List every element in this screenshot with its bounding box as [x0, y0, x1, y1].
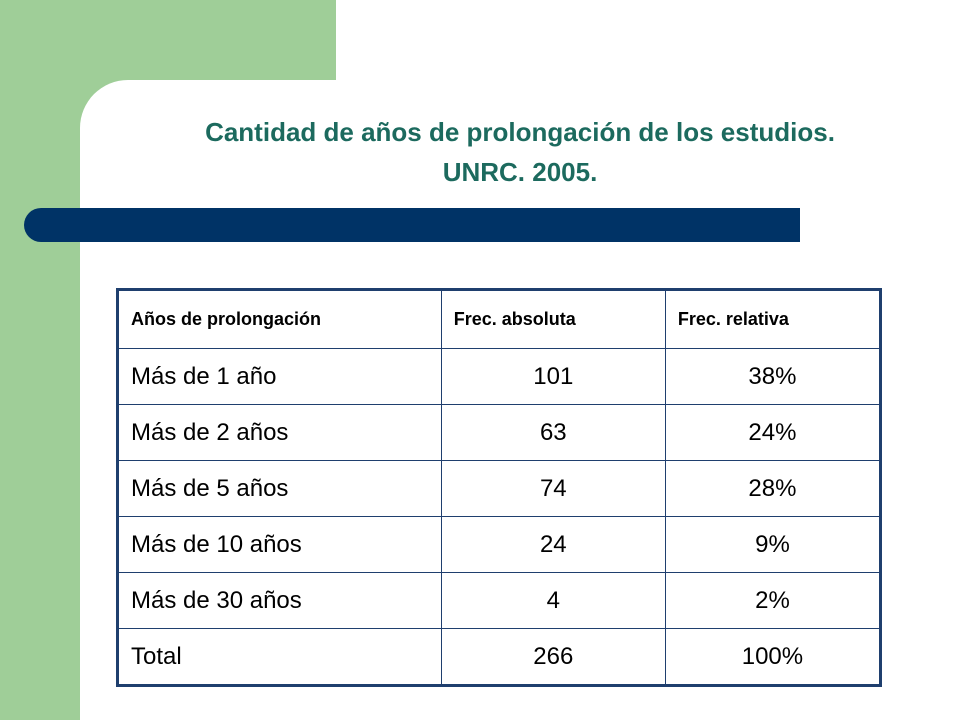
slide-title-line-2: UNRC. 2005. [442, 157, 598, 187]
absolute-frequency-cell: 63 [440, 404, 666, 461]
row-label: Más de 5 años [117, 460, 442, 517]
absolute-frequency-cell: 24 [440, 516, 666, 573]
table-row: Más de 5 años 74 28% [117, 460, 882, 517]
absolute-frequency-cell: 74 [440, 460, 666, 517]
table-row: Más de 30 años 4 2% [117, 572, 882, 629]
relative-frequency-cell: 2% [664, 572, 882, 629]
table-row-total: Total 266 100% [117, 628, 882, 686]
relative-frequency-cell: 24% [664, 404, 882, 461]
row-label: Total [117, 628, 442, 686]
table-row: Más de 1 año 101 38% [117, 348, 882, 405]
table-header-row: Años de prolongación Frec. absoluta Frec… [117, 289, 882, 349]
row-label: Más de 30 años [117, 572, 442, 629]
absolute-frequency-cell: 4 [440, 572, 666, 629]
table-row: Más de 2 años 63 24% [117, 404, 882, 461]
column-header-relative-frequency: Frec. relativa [664, 289, 882, 349]
row-label: Más de 2 años [117, 404, 442, 461]
row-label: Más de 10 años [117, 516, 442, 573]
relative-frequency-cell: 9% [664, 516, 882, 573]
relative-frequency-cell: 38% [664, 348, 882, 405]
column-header-absolute-frequency: Frec. absoluta [440, 289, 666, 349]
frequency-table: Años de prolongación Frec. absoluta Frec… [116, 288, 882, 687]
column-header-years: Años de prolongación [117, 289, 442, 349]
slide-title-line-1: Cantidad de años de prolongación de los … [205, 117, 835, 147]
absolute-frequency-cell: 266 [440, 628, 666, 686]
slide-title: Cantidad de años de prolongación de los … [80, 112, 960, 192]
relative-frequency-cell: 28% [664, 460, 882, 517]
title-underline-bar [24, 208, 800, 242]
absolute-frequency-cell: 101 [440, 348, 666, 405]
table-row: Más de 10 años 24 9% [117, 516, 882, 573]
relative-frequency-cell: 100% [664, 628, 882, 686]
row-label: Más de 1 año [117, 348, 442, 405]
